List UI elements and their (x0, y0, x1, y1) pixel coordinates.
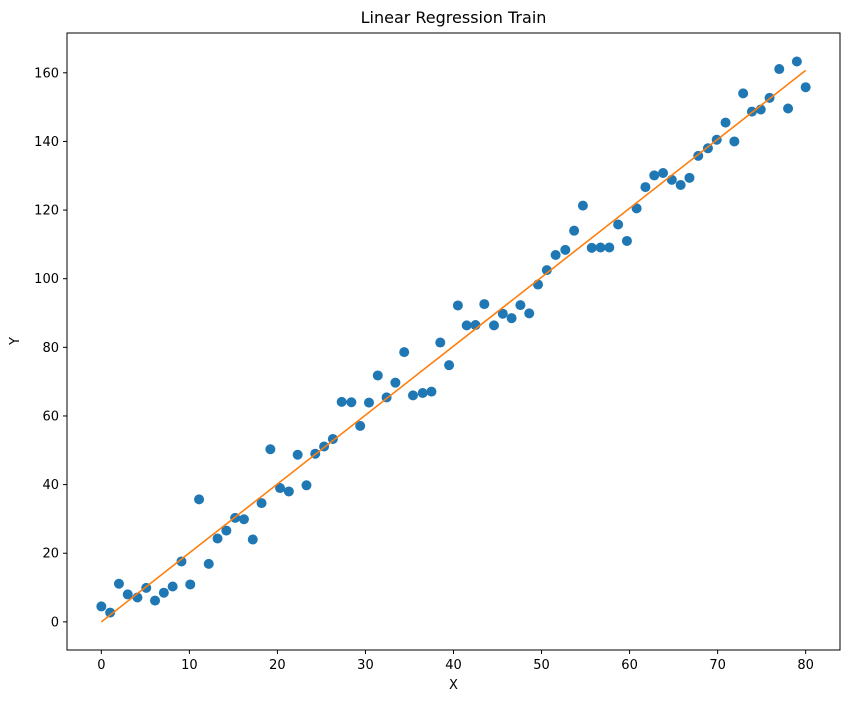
data-point (194, 494, 205, 505)
data-point (426, 386, 437, 397)
data-point (658, 168, 669, 179)
x-tick-label: 0 (97, 658, 105, 673)
y-axis-label: Y (8, 337, 23, 346)
data-point (408, 390, 419, 401)
data-point (247, 534, 258, 545)
data-point (774, 64, 785, 75)
data-point (595, 242, 606, 253)
x-axis-ticks: 0 10 20 30 40 50 60 70 80 (97, 650, 814, 673)
chart-title: Linear Regression Train (361, 8, 547, 27)
regression-line (100, 69, 807, 623)
y-tick-label: 120 (34, 204, 59, 219)
data-point (327, 433, 338, 444)
data-point (122, 589, 133, 600)
data-point (631, 203, 642, 214)
data-point (265, 444, 276, 455)
data-point (621, 235, 632, 246)
data-point (541, 265, 552, 276)
data-point (150, 595, 161, 606)
data-point (586, 242, 597, 253)
data-point (417, 387, 428, 398)
data-point (158, 587, 169, 598)
data-point (613, 219, 624, 230)
data-point (212, 533, 223, 544)
data-point (577, 200, 588, 211)
data-point (96, 601, 107, 612)
data-point (185, 579, 196, 590)
data-point (649, 170, 660, 181)
y-tick-label: 0 (51, 615, 59, 630)
data-point (256, 498, 267, 509)
x-tick-label: 10 (181, 658, 198, 673)
data-point (292, 449, 303, 460)
y-tick-label: 140 (34, 135, 59, 150)
x-tick-label: 80 (797, 658, 814, 673)
data-point (738, 88, 749, 99)
data-point (783, 103, 794, 114)
y-tick-label: 80 (42, 341, 59, 356)
data-point (604, 242, 615, 253)
y-tick-label: 40 (42, 478, 59, 493)
data-point (452, 300, 463, 311)
data-point (113, 578, 124, 589)
data-point (560, 244, 571, 255)
data-point (524, 308, 535, 319)
data-point (800, 82, 811, 93)
data-point (301, 480, 312, 491)
x-tick-label: 60 (621, 658, 638, 673)
data-point (372, 370, 383, 381)
plot-area (96, 56, 811, 623)
x-tick-label: 40 (445, 658, 462, 673)
data-point (167, 581, 178, 592)
data-point (238, 514, 249, 525)
data-point (444, 360, 455, 371)
data-point (488, 320, 499, 331)
data-point (720, 117, 731, 128)
y-tick-label: 60 (42, 409, 59, 424)
data-point (461, 320, 472, 331)
data-point (390, 377, 401, 388)
data-point (363, 397, 374, 408)
data-point (497, 308, 508, 319)
data-point (684, 172, 695, 183)
data-point (675, 180, 686, 191)
data-point (203, 558, 214, 569)
data-point (729, 136, 740, 147)
data-point (221, 525, 232, 536)
x-tick-label: 30 (357, 658, 374, 673)
data-point (105, 607, 116, 618)
data-point (275, 483, 286, 494)
data-point (640, 182, 651, 193)
data-point (336, 396, 347, 407)
data-point (346, 397, 357, 408)
data-point (569, 225, 580, 236)
data-point (550, 250, 561, 261)
y-tick-label: 100 (34, 272, 59, 287)
y-axis-ticks: 0 20 40 60 80 100 120 140 160 (34, 66, 67, 630)
data-point (176, 556, 187, 567)
data-point (533, 279, 544, 290)
data-point (791, 56, 802, 67)
data-point (506, 313, 517, 324)
x-tick-label: 20 (269, 658, 286, 673)
x-axis-label: X (449, 678, 458, 693)
data-point (666, 174, 677, 185)
data-point (399, 347, 410, 358)
x-tick-label: 70 (709, 658, 726, 673)
x-tick-label: 50 (533, 658, 550, 673)
y-tick-label: 20 (42, 547, 59, 562)
data-point (355, 420, 366, 431)
y-tick-label: 160 (34, 66, 59, 81)
plot-frame (66, 32, 841, 651)
data-point (435, 337, 446, 348)
data-point (479, 299, 490, 310)
data-point (283, 486, 294, 497)
data-point (515, 300, 526, 311)
